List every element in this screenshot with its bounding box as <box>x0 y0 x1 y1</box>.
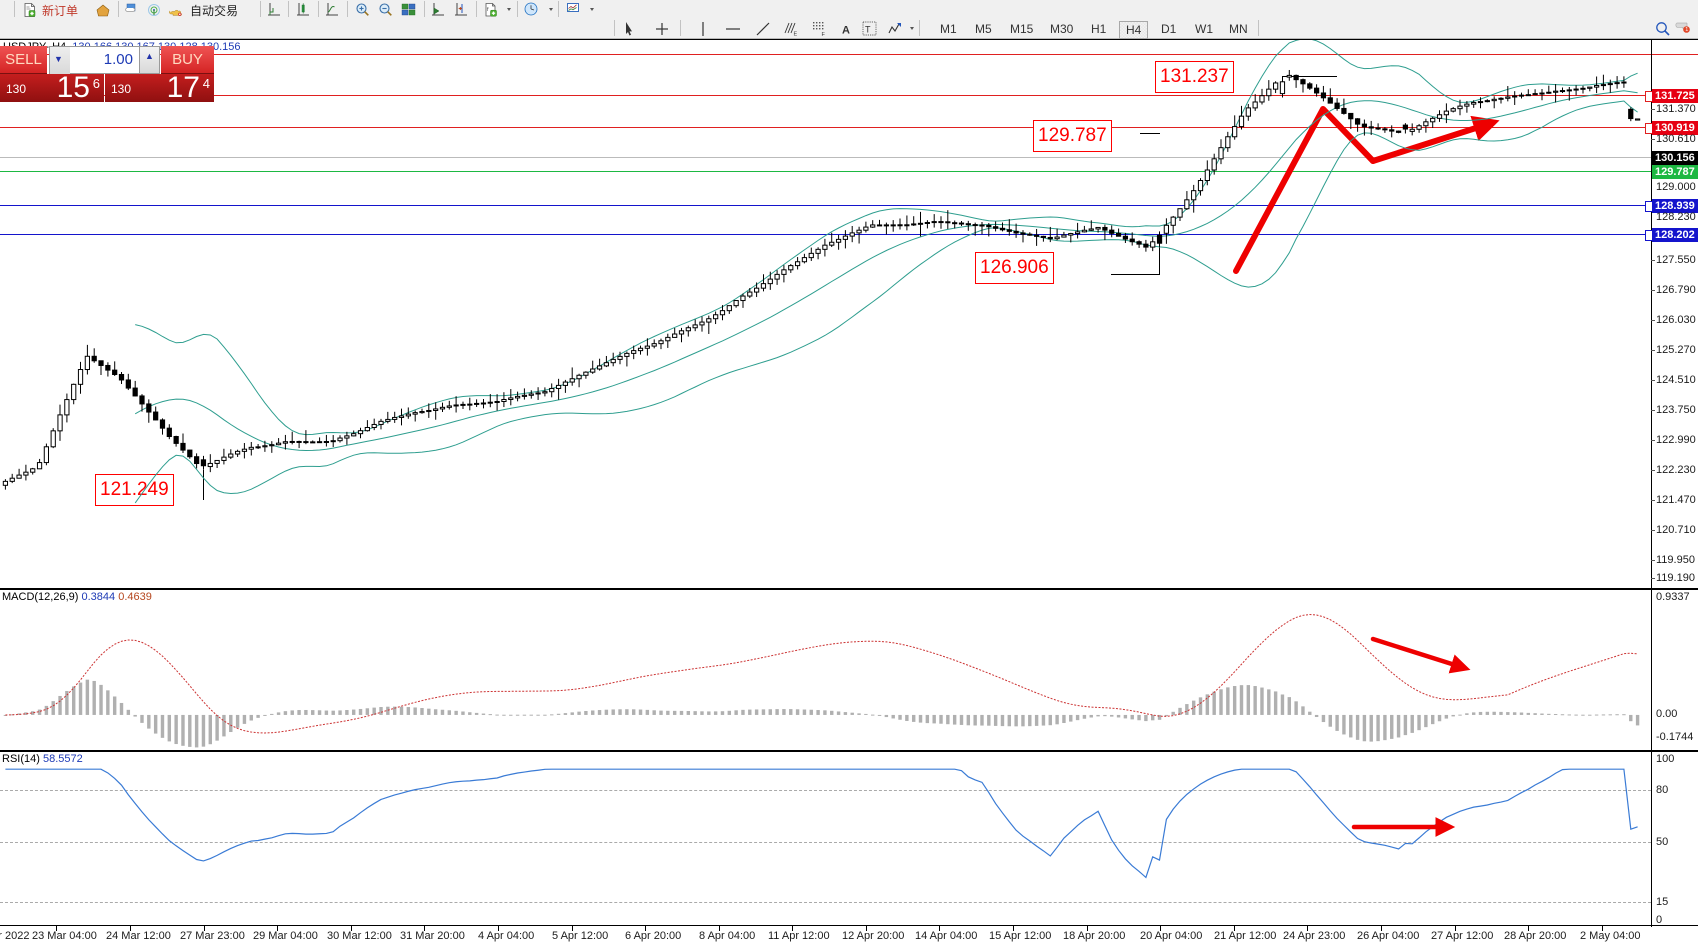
svg-text:A: A <box>842 25 850 37</box>
svg-text:E: E <box>794 32 798 38</box>
svg-text:F: F <box>822 32 826 37</box>
svg-text:T: T <box>865 25 871 35</box>
svg-text:1: 1 <box>1685 27 1688 33</box>
